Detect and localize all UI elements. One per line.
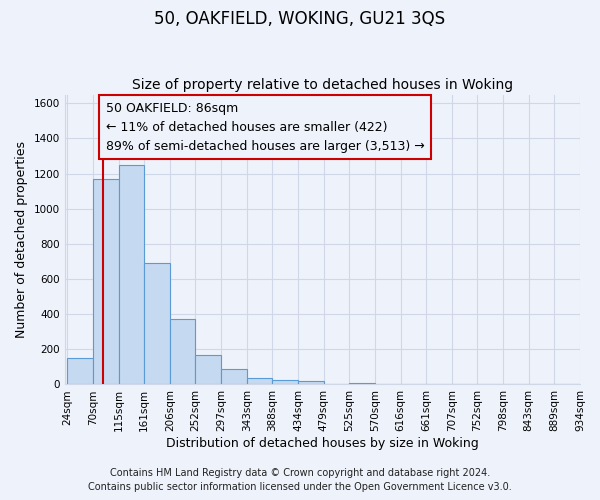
Bar <box>196 356 221 384</box>
Bar <box>170 320 196 384</box>
Bar <box>93 179 119 384</box>
Bar <box>144 263 170 384</box>
Bar <box>247 378 272 384</box>
X-axis label: Distribution of detached houses by size in Woking: Distribution of detached houses by size … <box>166 437 479 450</box>
Y-axis label: Number of detached properties: Number of detached properties <box>15 141 28 338</box>
Text: Contains HM Land Registry data © Crown copyright and database right 2024.
Contai: Contains HM Land Registry data © Crown c… <box>88 468 512 492</box>
Bar <box>298 382 323 384</box>
Title: Size of property relative to detached houses in Woking: Size of property relative to detached ho… <box>132 78 513 92</box>
Bar <box>221 368 247 384</box>
Bar <box>119 165 144 384</box>
Bar <box>67 358 93 384</box>
Bar <box>272 380 298 384</box>
Bar <box>349 382 375 384</box>
Text: 50, OAKFIELD, WOKING, GU21 3QS: 50, OAKFIELD, WOKING, GU21 3QS <box>154 10 446 28</box>
Text: 50 OAKFIELD: 86sqm
← 11% of detached houses are smaller (422)
89% of semi-detach: 50 OAKFIELD: 86sqm ← 11% of detached hou… <box>106 102 424 152</box>
